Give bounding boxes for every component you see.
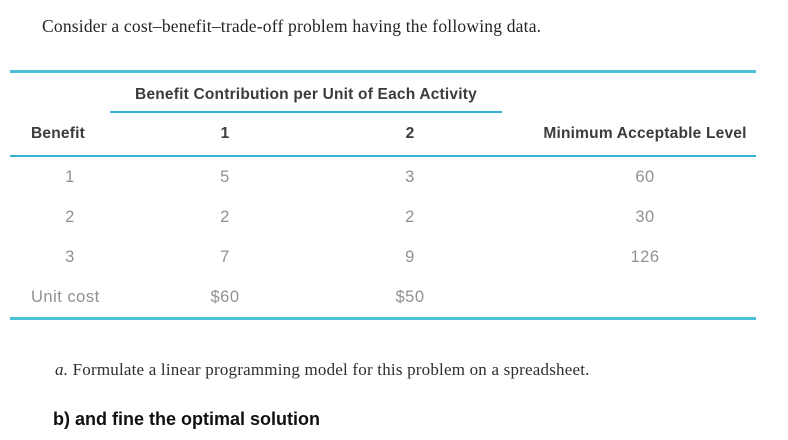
table-span-header: Benefit Contribution per Unit of Each Ac… xyxy=(110,73,502,113)
table-row: 1 5 3 60 xyxy=(10,157,756,197)
question-a: a. Formulate a linear programming model … xyxy=(55,360,590,380)
question-a-marker: a. xyxy=(55,360,69,379)
table-row: 2 2 2 30 xyxy=(10,197,756,237)
table-cell: $60 xyxy=(210,287,240,306)
question-a-text: Formulate a linear programming model for… xyxy=(72,360,590,379)
column-header-activity-1: 1 xyxy=(220,125,230,142)
data-table: Benefit Contribution per Unit of Each Ac… xyxy=(10,70,756,320)
table-cell: 126 xyxy=(630,247,660,266)
column-header-minimum-acceptable-level: Minimum Acceptable Level xyxy=(543,125,747,142)
table-header-row: Benefit 1 2 Minimum Acceptable Level xyxy=(10,113,756,157)
table-cell: 30 xyxy=(635,207,655,226)
table-cell: $50 xyxy=(395,287,425,306)
column-header-activity-2: 2 xyxy=(405,125,415,142)
table-cell: 7 xyxy=(220,247,230,266)
table-cell: 60 xyxy=(635,167,655,186)
table-cell-benefit-2: 2 xyxy=(65,207,75,226)
table-row-unit-cost: Unit cost $60 $50 xyxy=(10,277,756,320)
table-cell-benefit-3: 3 xyxy=(65,247,75,266)
table-cell: 3 xyxy=(405,167,415,186)
question-b: b) and fine the optimal solution xyxy=(53,409,320,429)
table-cell: 2 xyxy=(220,207,230,226)
table-cell: 5 xyxy=(220,167,230,186)
problem-statement: Consider a cost–benefit–trade-off proble… xyxy=(42,16,542,36)
table-cell-unit-cost-label: Unit cost xyxy=(31,287,100,306)
table-cell-benefit-1: 1 xyxy=(65,167,75,186)
table-row: 3 7 9 126 xyxy=(10,237,756,277)
table-cell: 9 xyxy=(405,247,415,266)
column-header-benefit: Benefit xyxy=(31,125,85,142)
table-cell: 2 xyxy=(405,207,415,226)
